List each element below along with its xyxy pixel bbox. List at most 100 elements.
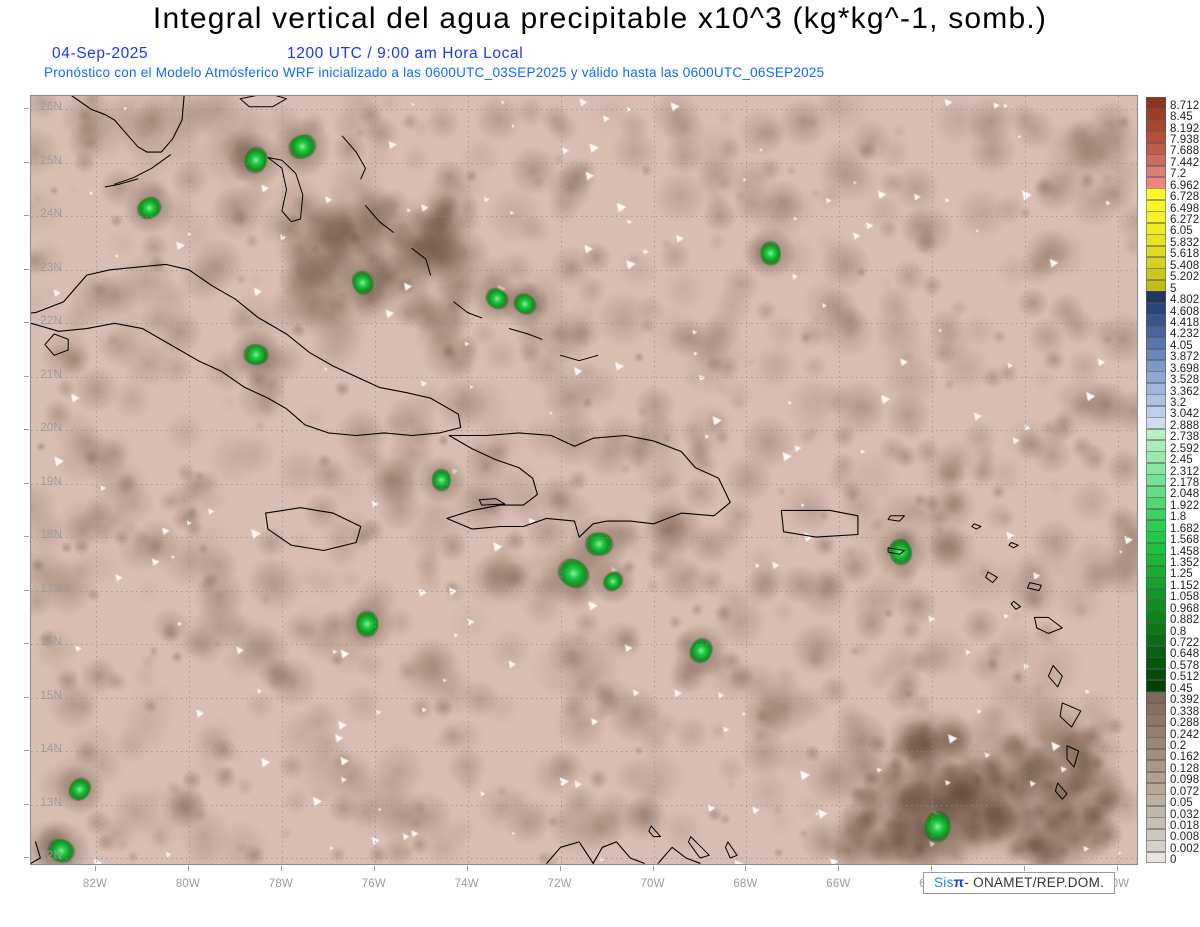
gridline-lat-24N — [31, 216, 1137, 218]
colorbar-tick-label: 1.922 — [1170, 499, 1200, 512]
gridline-lat-22N — [31, 323, 1137, 325]
colorbar-swatch — [1146, 154, 1166, 166]
lon-label-66W: 66W — [826, 878, 851, 890]
lat-label-20N: 20N — [40, 422, 62, 435]
colorbar-swatch — [1146, 600, 1166, 612]
coastline-overlay — [31, 96, 1082, 864]
lat-label-15N: 15N — [40, 689, 62, 702]
lat-tick — [24, 108, 29, 110]
coastline — [267, 157, 304, 223]
coastline — [1054, 782, 1068, 800]
colorbar-swatch — [1146, 657, 1166, 670]
colorbar-tick-label: 3.872 — [1170, 351, 1200, 364]
lon-tick — [931, 866, 933, 871]
colorbar-swatch — [1146, 177, 1166, 189]
colorbar-tick-label: 6.962 — [1170, 179, 1200, 192]
colorbar-tick-label: 0.288 — [1170, 717, 1200, 730]
colorbar-swatch — [1146, 245, 1166, 258]
map-panel[interactable] — [30, 95, 1138, 865]
lon-label-72W: 72W — [547, 878, 572, 890]
gridline-lat-15N — [31, 697, 1137, 699]
colorbar-swatch — [1146, 725, 1166, 738]
attribution-agency: - ONAMET/REP.DOM. — [964, 875, 1105, 890]
colorbar-tick-label: 8.712 — [1170, 99, 1200, 112]
page-title: Integral vertical del agua precipitable … — [152, 2, 1048, 35]
colorbar-tick-label: 2.048 — [1170, 488, 1200, 501]
colorbar-swatch — [1146, 485, 1166, 498]
colorbar — [1146, 97, 1166, 864]
gridline-lon-72W — [560, 96, 562, 864]
gridline-lat-16N — [31, 644, 1137, 646]
colorbar-swatch — [1146, 611, 1166, 624]
coastline — [1047, 665, 1063, 688]
colorbar-swatch — [1146, 782, 1166, 795]
lat-label-23N: 23N — [40, 261, 62, 274]
coastline — [1010, 600, 1021, 610]
lat-tick — [24, 750, 29, 752]
colorbar-swatch — [1146, 542, 1166, 555]
colorbar-swatch — [1146, 474, 1166, 487]
lon-tick — [652, 866, 654, 871]
colorbar-swatch — [1146, 714, 1166, 727]
colorbar-tick-label: 2.45 — [1170, 454, 1193, 467]
colorbar-swatch — [1146, 199, 1166, 212]
colorbar-tick-label: 4.608 — [1170, 305, 1200, 318]
colorbar-tick-label: 0.018 — [1170, 819, 1200, 832]
colorbar-tick-label: 7.442 — [1170, 156, 1200, 169]
colorbar-swatch — [1146, 234, 1166, 247]
colorbar-tick-label: 1.8 — [1170, 511, 1187, 524]
coastline — [1027, 582, 1042, 592]
colorbar-swatch — [1146, 108, 1166, 121]
colorbar-tick-label: 7.938 — [1170, 134, 1200, 146]
forecast-date: 04-Sep-2025 — [52, 45, 149, 62]
colorbar-tick-label: 0.648 — [1170, 648, 1200, 661]
lat-label-16N: 16N — [40, 636, 62, 649]
lat-tick — [24, 322, 29, 324]
lat-tick — [24, 536, 29, 538]
colorbar-swatch — [1146, 325, 1166, 338]
gridline-lon-74W — [467, 96, 469, 864]
colorbar-tick-label: 1.152 — [1170, 579, 1200, 592]
lon-label-82W: 82W — [82, 878, 108, 890]
coastline — [725, 841, 738, 859]
model-description: Pronóstico con el Modelo Atmósferico WRF… — [44, 65, 825, 80]
coastline — [446, 432, 731, 538]
colorbar-tick-label: 0 — [1170, 854, 1177, 867]
colorbar-swatch — [1146, 497, 1166, 509]
lon-tick — [745, 866, 747, 871]
gridline-lat-18N — [31, 537, 1137, 539]
lon-label-80W: 80W — [175, 878, 201, 890]
gridline-lat-26N — [31, 109, 1137, 111]
colorbar-swatch — [1146, 771, 1166, 784]
lat-label-21N: 21N — [40, 368, 62, 381]
colorbar-swatch — [1146, 508, 1166, 521]
lat-label-25N: 25N — [40, 154, 62, 167]
colorbar-tick-label: 0.05 — [1170, 797, 1193, 810]
colorbar-swatch — [1146, 348, 1166, 361]
coastline — [114, 154, 171, 185]
colorbar-swatch — [1146, 760, 1166, 772]
coastline — [44, 333, 69, 356]
colorbar-swatch — [1146, 119, 1166, 132]
colorbar-tick-label: 0.072 — [1170, 785, 1200, 798]
colorbar-tick-label: 5.202 — [1170, 271, 1200, 284]
colorbar-tick-label: 2.888 — [1170, 419, 1200, 432]
lat-label-17N: 17N — [40, 582, 62, 595]
lon-tick — [187, 866, 189, 871]
lon-tick — [466, 866, 468, 871]
coastline — [265, 507, 362, 552]
colorbar-swatch — [1146, 131, 1166, 144]
coastline — [1066, 745, 1080, 768]
colorbar-swatch — [1146, 634, 1166, 647]
colorbar-tick-label: 6.498 — [1170, 202, 1200, 215]
attribution-badge: Sisπ- ONAMET/REP.DOM. — [923, 872, 1116, 894]
coastline — [71, 96, 185, 153]
gridline-lat-14N — [31, 751, 1137, 752]
gridline-lat-23N — [31, 269, 1137, 271]
coastline — [546, 841, 594, 864]
colorbar-tick-label: 0.722 — [1170, 637, 1200, 650]
forecast-time: 1200 UTC / 9:00 am Hora Local — [287, 45, 524, 62]
colorbar-swatch — [1146, 668, 1166, 681]
colorbar-tick-label: 3.2 — [1170, 396, 1187, 409]
gridline-lon-76W — [374, 96, 376, 864]
